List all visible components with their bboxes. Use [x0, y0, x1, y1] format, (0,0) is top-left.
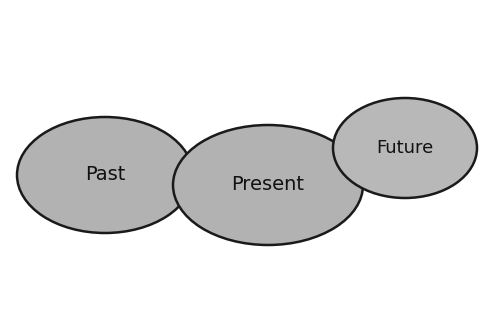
Text: Present: Present	[232, 176, 304, 194]
Text: Past: Past	[85, 165, 125, 185]
Text: Future: Future	[376, 139, 434, 157]
Ellipse shape	[173, 125, 363, 245]
FancyArrow shape	[197, 182, 252, 218]
FancyArrow shape	[197, 152, 252, 188]
Ellipse shape	[333, 98, 477, 198]
Ellipse shape	[17, 117, 193, 233]
